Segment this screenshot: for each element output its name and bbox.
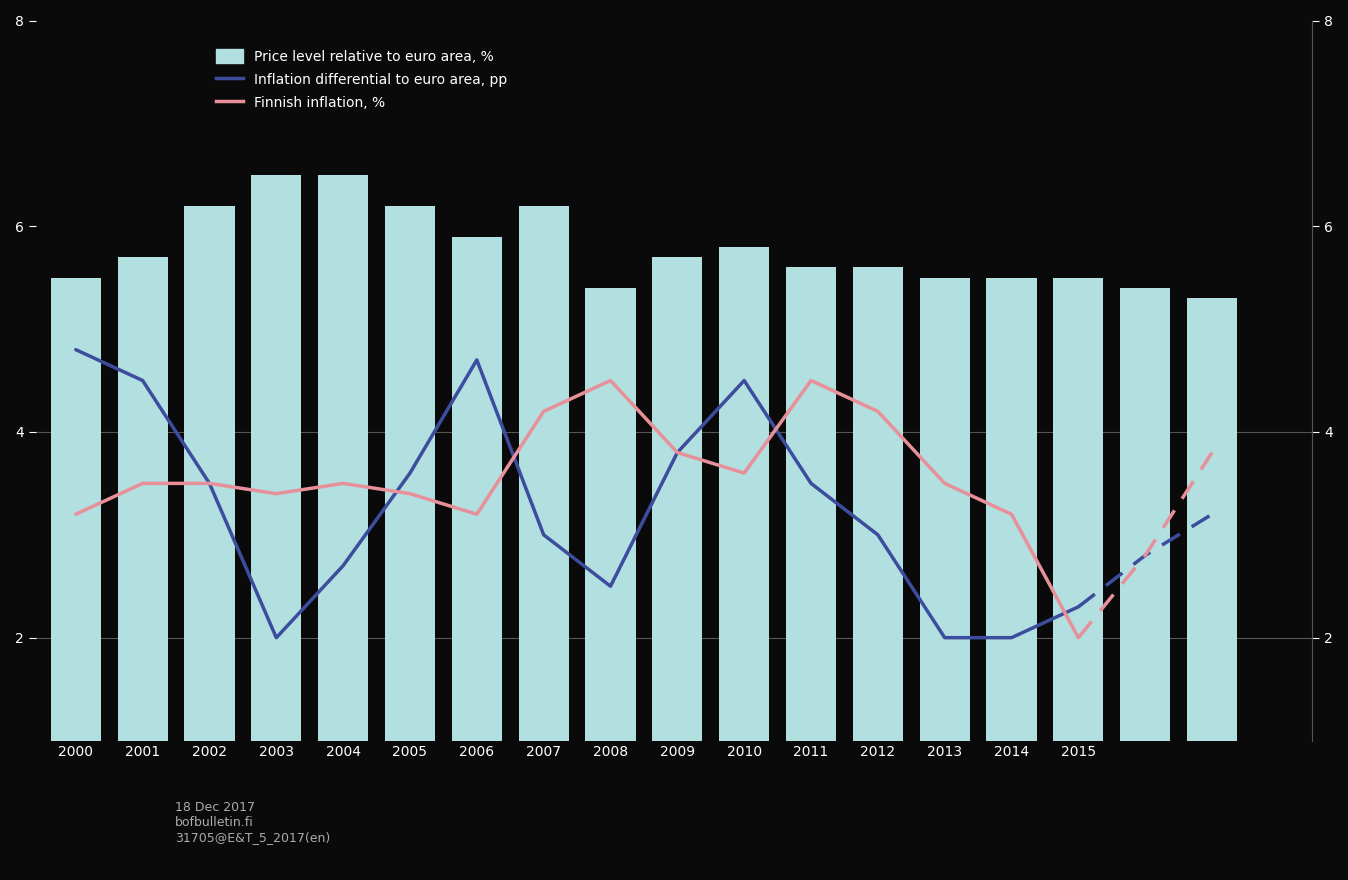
Bar [652,257,702,843]
Legend: Price level relative to euro area, %, Inflation differential to euro area, pp, F: Price level relative to euro area, %, In… [209,42,515,117]
Bar [251,175,302,843]
Bar [1053,278,1104,843]
Bar [585,288,635,843]
Bar [318,175,368,843]
Bar [51,278,101,843]
Bar [519,206,569,843]
Bar [919,278,969,843]
Bar [1120,288,1170,843]
Bar [718,246,770,843]
Text: 18 Dec 2017
bofbulletin.fi
31705@E&T_5_2017(en): 18 Dec 2017 bofbulletin.fi 31705@E&T_5_2… [175,801,330,844]
Bar [987,278,1037,843]
Bar [117,257,167,843]
Bar [452,237,501,843]
Bar [1188,298,1237,843]
Bar [786,268,836,843]
Bar [185,206,235,843]
Bar [386,206,435,843]
Bar [853,268,903,843]
